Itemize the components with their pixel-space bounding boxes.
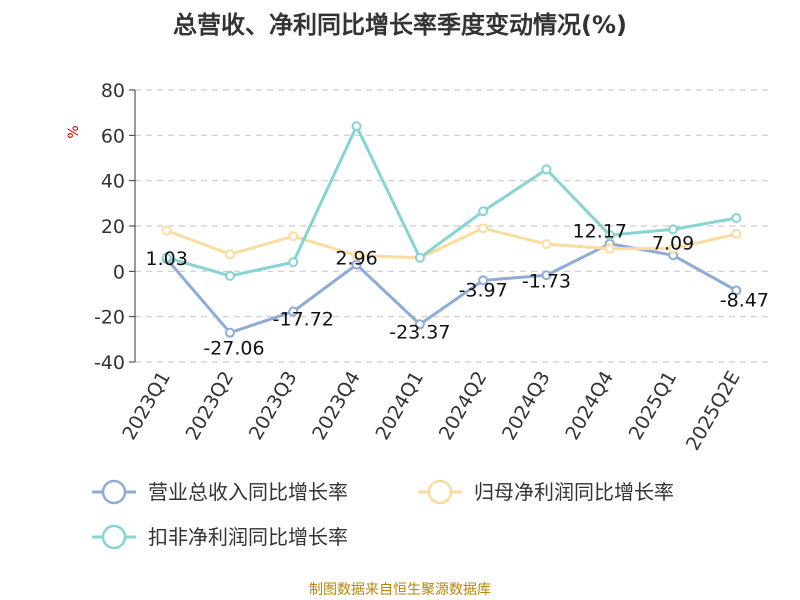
legend-item-2[interactable]: 扣非净利润同比增长率 — [92, 524, 348, 550]
data-point — [731, 228, 742, 239]
data-point — [161, 252, 172, 263]
data-point — [288, 231, 299, 242]
y-tick-label: 20 — [101, 216, 125, 238]
data-point — [541, 239, 552, 250]
source-note: 制图数据来自恒生聚源数据库 — [309, 582, 491, 598]
data-point — [288, 257, 299, 268]
x-tick-label: 2024Q1 — [371, 368, 428, 444]
data-point — [604, 243, 615, 254]
series-line-0 — [165, 242, 738, 335]
y-tick-label: 40 — [101, 171, 125, 193]
data-point — [161, 225, 172, 236]
series-line-2 — [166, 124, 737, 278]
y-tick-label: 60 — [101, 125, 125, 147]
x-tick-label: 2023Q4 — [308, 368, 365, 444]
legend-item-1[interactable]: 归母净利润同比增长率 — [418, 479, 674, 505]
x-tick-label: 2025Q1 — [625, 368, 682, 444]
data-point — [731, 213, 742, 224]
y-axis-label: % — [66, 125, 82, 138]
legend-marker — [427, 479, 453, 505]
data-point — [668, 243, 679, 254]
data-point — [224, 249, 235, 260]
x-tick-label: 2024Q2 — [435, 368, 492, 444]
data-label: 2.96 — [335, 248, 377, 270]
data-point — [731, 285, 742, 296]
legend-label: 归母净利润同比增长率 — [474, 480, 674, 504]
data-point — [478, 206, 489, 217]
data-point — [478, 275, 489, 286]
data-labels: 1.03 -27.06 -17.72 2.96 -23.37 -3.97 -1.73 12.1… — [145, 221, 768, 360]
data-point — [288, 306, 299, 317]
data-point — [668, 224, 679, 235]
x-tick-label: 2023Q3 — [245, 368, 302, 444]
data-label: 1.03 — [145, 248, 187, 270]
data-point — [541, 270, 552, 281]
data-point — [224, 327, 235, 338]
legend-marker — [101, 524, 127, 550]
data-point — [541, 164, 552, 175]
data-label: 7.09 — [652, 232, 694, 254]
data-label: -17.72 — [273, 308, 334, 330]
data-label: -1.73 — [522, 270, 571, 292]
data-point — [604, 230, 615, 241]
legend-label: 营业总收入同比增长率 — [148, 480, 348, 504]
legend-item-0[interactable]: 营业总收入同比增长率 — [92, 479, 348, 505]
series-line-1 — [166, 226, 737, 260]
data-label: -23.37 — [389, 321, 450, 343]
y-tick-label: -20 — [94, 307, 125, 329]
x-tick-label: 2024Q4 — [561, 368, 618, 444]
series-lines — [161, 121, 742, 338]
data-point — [351, 250, 362, 261]
x-tick-label: 2023Q2 — [182, 368, 239, 444]
x-tick-label: 2023Q1 — [118, 368, 175, 444]
x-tick-label: 2025Q2E — [682, 368, 745, 455]
data-label: -8.47 — [720, 290, 769, 312]
data-label: -27.06 — [203, 338, 264, 360]
data-point — [351, 259, 362, 270]
data-label: -3.97 — [459, 279, 508, 301]
legend-label: 扣非净利润同比增长率 — [148, 525, 348, 549]
chart-title: 总营收、净利同比增长率季度变动情况(%) — [173, 11, 627, 39]
y-tick-label: 0 — [113, 261, 125, 283]
data-point — [414, 319, 425, 330]
x-tick-label: 2024Q3 — [498, 368, 555, 444]
y-tick-label: -40 — [94, 352, 125, 374]
data-point — [414, 252, 425, 263]
data-label: 12.17 — [573, 221, 627, 243]
y-tick-label: 80 — [101, 80, 125, 102]
data-point — [224, 270, 235, 281]
data-point — [478, 223, 489, 234]
data-point — [351, 121, 362, 132]
legend-marker — [101, 479, 127, 505]
